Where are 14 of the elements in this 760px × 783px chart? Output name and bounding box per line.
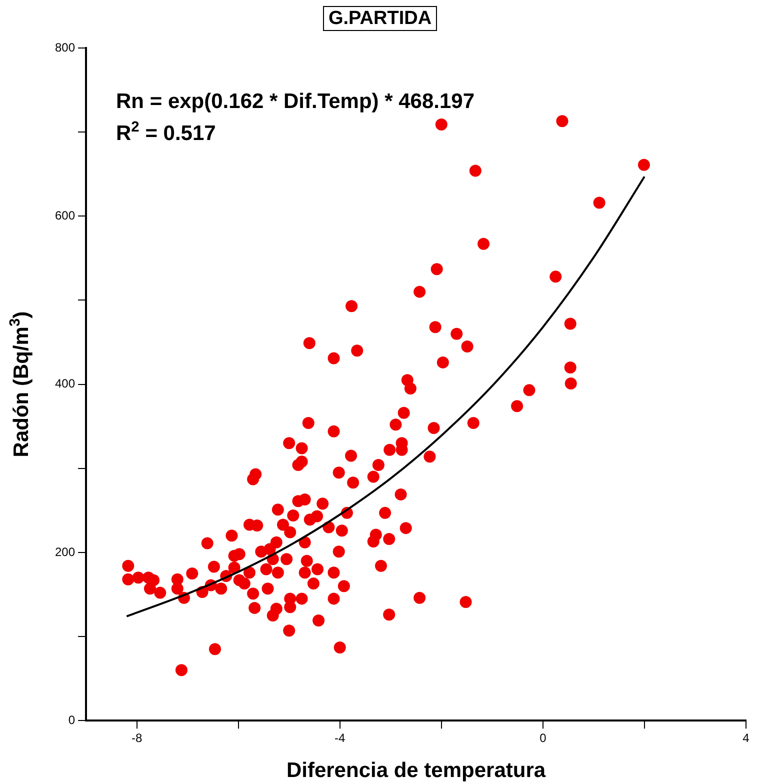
line-series (126, 176, 646, 618)
x-tick-label: -8 (131, 731, 142, 746)
x-tick-label: 0 (540, 731, 547, 746)
y-tick-label: 800 (54, 40, 76, 54)
x-tick-label: 4 (742, 731, 750, 746)
y-tick-label: 0 (68, 712, 76, 727)
y-tick-label: 600 (54, 208, 76, 222)
y-axis-title: Radón (Bq/m3) (8, 311, 33, 458)
y-tick-label: 400 (54, 376, 76, 391)
annotation: Rn = exp(0.162 * Dif.Temp) * 468.197 (116, 90, 475, 113)
x-axis-title: Diferencia de temperatura (286, 759, 546, 782)
y-tick-label: 200 (54, 544, 76, 559)
chart-title: G.PARTIDA (323, 6, 437, 31)
x-tick-label: -4 (334, 731, 346, 746)
